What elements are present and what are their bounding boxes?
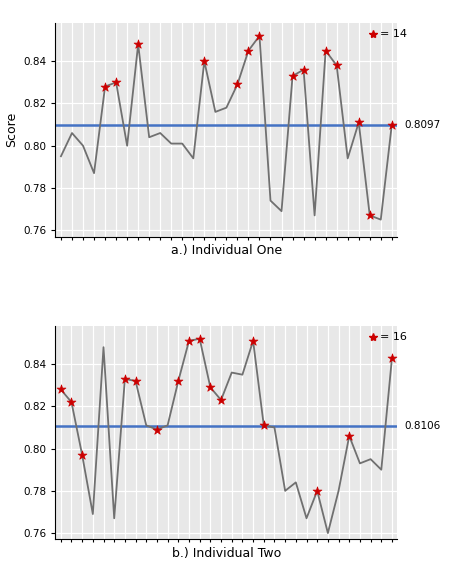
Point: [333, 61, 340, 70]
Point: [245, 46, 252, 55]
Text: = 16: = 16: [380, 332, 407, 342]
Point: [101, 82, 109, 91]
Text: = 14: = 14: [380, 29, 407, 39]
Point: [300, 65, 307, 74]
Point: [201, 57, 208, 66]
Point: [388, 353, 395, 362]
Point: [134, 39, 142, 49]
Point: [355, 118, 362, 127]
Point: [366, 211, 373, 220]
Point: [388, 120, 395, 129]
Point: [121, 374, 128, 383]
Point: [346, 432, 353, 441]
Point: [196, 334, 203, 343]
Point: [207, 383, 214, 392]
Point: [57, 385, 65, 394]
X-axis label: a.) Individual One: a.) Individual One: [171, 244, 282, 257]
Text: 0.8097: 0.8097: [404, 120, 440, 130]
Point: [249, 336, 257, 346]
Point: [256, 31, 263, 41]
Text: 0.8106: 0.8106: [404, 421, 440, 431]
Point: [68, 397, 75, 407]
Point: [260, 420, 267, 430]
Point: [217, 396, 225, 405]
Point: [175, 376, 182, 386]
Y-axis label: Score: Score: [5, 112, 18, 147]
Point: [153, 425, 161, 434]
Point: [322, 46, 329, 55]
Point: [289, 71, 296, 81]
Point: [314, 486, 321, 495]
Point: [234, 80, 241, 89]
Point: [132, 376, 139, 386]
X-axis label: b.) Individual Two: b.) Individual Two: [172, 547, 281, 560]
Point: [185, 336, 193, 346]
Point: [112, 78, 120, 87]
Point: [79, 450, 86, 459]
